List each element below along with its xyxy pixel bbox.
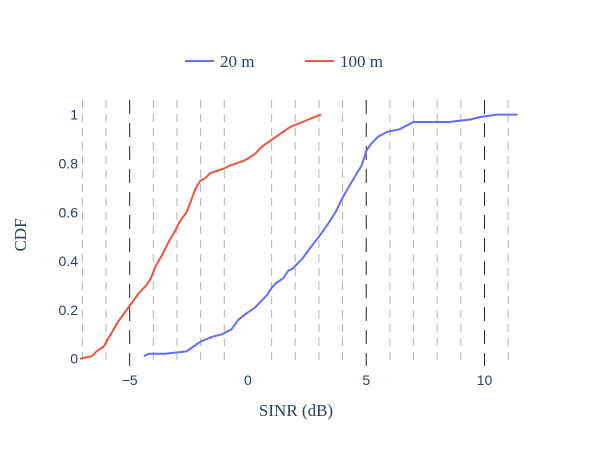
x-tick-label: −5 (122, 372, 138, 388)
grid-layer (81, 100, 509, 366)
legend: 20 m 100 m (185, 52, 383, 71)
series-layer (79, 113, 518, 360)
y-tick-labels: 0 0.2 0.4 0.6 0.8 1 (59, 107, 79, 367)
x-tick-labels: −5 0 5 10 (122, 372, 493, 388)
x-tick-label: 0 (244, 372, 252, 388)
y-tick-label: 1 (70, 107, 78, 123)
y-tick-label: 0.2 (59, 302, 79, 318)
x-tick-label: 10 (477, 372, 493, 388)
series-line-0[interactable] (143, 113, 518, 358)
y-tick-label: 0.4 (59, 253, 79, 269)
y-axis-title: CDF (11, 218, 30, 251)
legend-label-20m: 20 m (220, 52, 254, 71)
y-tick-label: 0.6 (59, 204, 79, 220)
x-axis-title: SINR (dB) (259, 401, 333, 420)
series-line-1[interactable] (79, 113, 322, 360)
legend-label-100m: 100 m (340, 52, 383, 71)
y-tick-label: 0.8 (59, 155, 79, 171)
legend-item-100m[interactable]: 100 m (305, 52, 383, 71)
legend-item-20m[interactable]: 20 m (185, 52, 254, 71)
y-tick-label: 0 (70, 351, 78, 367)
x-tick-label: 5 (362, 372, 370, 388)
